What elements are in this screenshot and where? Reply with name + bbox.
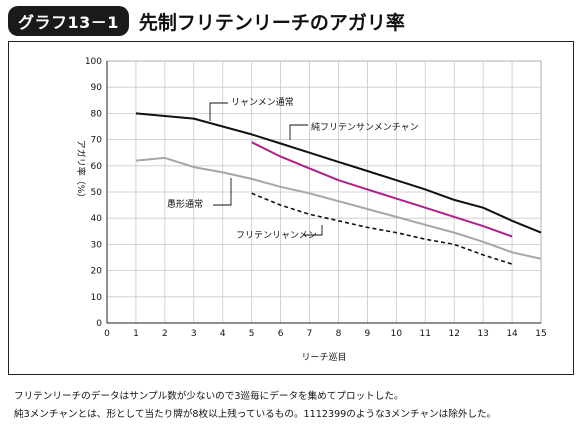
series-layer [135,112,542,265]
x-tick-label: 9 [365,329,371,339]
x-tick-label: 2 [162,329,168,339]
series-label-gukei-normal: 愚形通常 [167,198,203,210]
y-tick-label: 90 [91,83,103,93]
x-tick-label: 10 [391,329,403,339]
x-tick-label: 8 [336,329,342,339]
series-line-ryanmen-normal [135,112,542,234]
series-line-pure-furiten-sanmenchan [251,141,513,238]
series-line-gukei-normal [135,156,542,260]
y-tick-label: 100 [85,57,102,67]
chart-title: 先制フリテンリーチのアガリ率 [138,11,405,34]
footnote-definition: 純3メンチャンとは、形として当たり牌が8枚以上残っているもの。1112399のよ… [14,409,497,420]
x-tick-label: 7 [307,329,313,339]
x-tick-label: 6 [278,329,284,339]
grid-layer [106,60,542,324]
y-tick-label: 10 [91,293,103,303]
series-label-ryanmen-normal: リャンメン通常 [231,96,294,108]
x-tick-label: 3 [191,329,197,339]
x-tick-label: 4 [220,329,226,339]
y-tick-label: 80 [91,109,103,119]
x-tick-label: 14 [506,329,518,339]
footnote-sampling: フリテンリーチのデータはサンプル数が少ないので3巡毎にデータを集めてプロットした… [14,391,404,402]
y-tick-label: 40 [91,214,103,224]
y-axis-label: アガリ率（%） [75,140,87,203]
y-tick-label: 70 [91,136,103,146]
leader-line-pure-furiten-sanmenchan [289,124,308,140]
series-line-furiten-ryanmen [251,192,513,265]
y-tick-label: 20 [91,267,103,277]
leader-line-gukei-normal [213,178,232,206]
leader-line-ryanmen-normal [209,102,228,121]
x-tick-label: 15 [535,329,546,339]
chart-frame [8,41,574,375]
y-tick-label: 50 [91,188,103,198]
y-tick-label: 0 [96,319,102,329]
figure-number-badge: グラフ13－1 [8,6,129,36]
y-tick-label: 60 [91,162,103,172]
chart-header: グラフ13－1 先制フリテンリーチのアガリ率 [8,6,405,36]
leader-line-furiten-ryanmen [304,225,323,236]
x-tick-label: 0 [104,329,110,339]
series-label-furiten-ryanmen: フリテンリャンメン [236,230,317,241]
x-tick-label: 1 [133,329,139,339]
x-axis-label: リーチ巡目 [301,352,346,363]
x-tick-label: 11 [420,329,431,339]
y-tick-label: 30 [91,240,103,250]
x-tick-label: 5 [249,329,255,339]
x-tick-label: 12 [448,329,459,339]
x-tick-label: 13 [477,329,488,339]
series-label-pure-furiten-sanmenchan: 純フリテンサンメンチャン [311,121,419,133]
